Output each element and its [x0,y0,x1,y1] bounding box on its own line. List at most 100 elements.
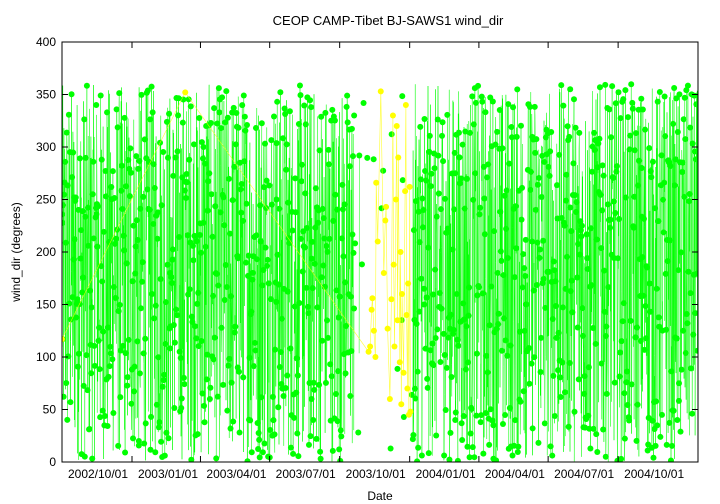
green-point [262,244,269,251]
green-point [499,421,506,428]
green-point [193,238,200,245]
green-point [266,182,273,189]
green-point [462,366,469,373]
green-point [308,104,315,111]
green-point [116,90,123,97]
green-point [488,283,495,290]
green-point [594,449,601,456]
green-point [677,428,684,435]
green-point [494,269,501,276]
green-point [151,185,158,192]
green-point [619,318,626,325]
green-point [529,425,536,432]
green-point [647,308,654,315]
green-point [80,382,87,389]
green-point [424,384,431,391]
green-point [425,244,432,251]
green-point [121,247,128,254]
green-point [141,136,148,143]
green-point [114,124,121,131]
green-point [268,137,275,144]
green-point [303,224,310,231]
yellow-point [396,359,403,366]
green-point [238,209,245,216]
green-point [241,158,248,165]
green-point [253,232,260,239]
green-point [230,104,237,111]
green-point [421,301,428,308]
green-point [109,356,116,363]
green-point [612,100,619,107]
green-point [540,237,547,244]
green-point [551,413,558,420]
green-point [115,308,122,315]
x-tick-label: 2003/01/01 [138,467,198,481]
green-point [670,407,677,414]
green-point [139,278,146,285]
yellow-point [395,154,402,161]
green-point [322,379,329,386]
green-point [348,348,355,355]
green-point [463,323,470,330]
green-point [684,82,691,89]
green-point [668,368,675,375]
green-point [674,128,681,135]
yellow-point [407,408,414,415]
green-point [275,404,282,411]
green-point [206,396,213,403]
green-point [422,167,429,174]
green-point [661,179,668,186]
yellow-point [383,203,390,210]
green-point [400,414,407,421]
green-point [531,103,538,110]
green-point [320,262,327,269]
green-point [474,292,481,299]
green-point [107,350,114,357]
green-point [649,158,656,165]
green-point [202,243,209,250]
green-point [615,89,622,96]
green-point [82,154,89,161]
green-point [410,227,417,234]
x-tick-label: 2003/07/01 [276,467,336,481]
green-point [195,343,202,350]
green-point [380,167,387,174]
green-point [631,147,638,154]
green-point [517,122,524,129]
green-point [508,134,515,141]
green-point [692,310,698,317]
green-series [62,81,698,462]
green-point [585,364,592,371]
green-point [343,323,350,330]
green-point [418,452,425,459]
green-point [653,285,660,292]
yellow-point [397,249,404,255]
green-point [678,366,685,373]
green-point [130,222,137,229]
green-point [112,295,119,302]
green-point [534,181,541,188]
green-point [546,268,553,275]
green-point [562,285,569,292]
green-point [196,231,203,238]
green-point [635,182,642,189]
green-point [220,194,227,201]
green-point [592,340,599,347]
green-point [169,256,176,263]
yellow-point [406,183,413,190]
green-point [536,254,543,261]
green-point [479,290,486,297]
green-point [271,113,277,120]
green-point [211,105,218,112]
green-point [504,255,511,262]
green-point [581,373,588,380]
green-point [495,321,502,328]
green-point [539,152,546,159]
green-point [197,249,204,256]
green-point [541,158,548,165]
green-point [324,317,330,324]
green-point [481,231,488,238]
green-point [410,431,417,438]
green-point [414,368,421,375]
x-axis-label: Date [367,489,393,503]
